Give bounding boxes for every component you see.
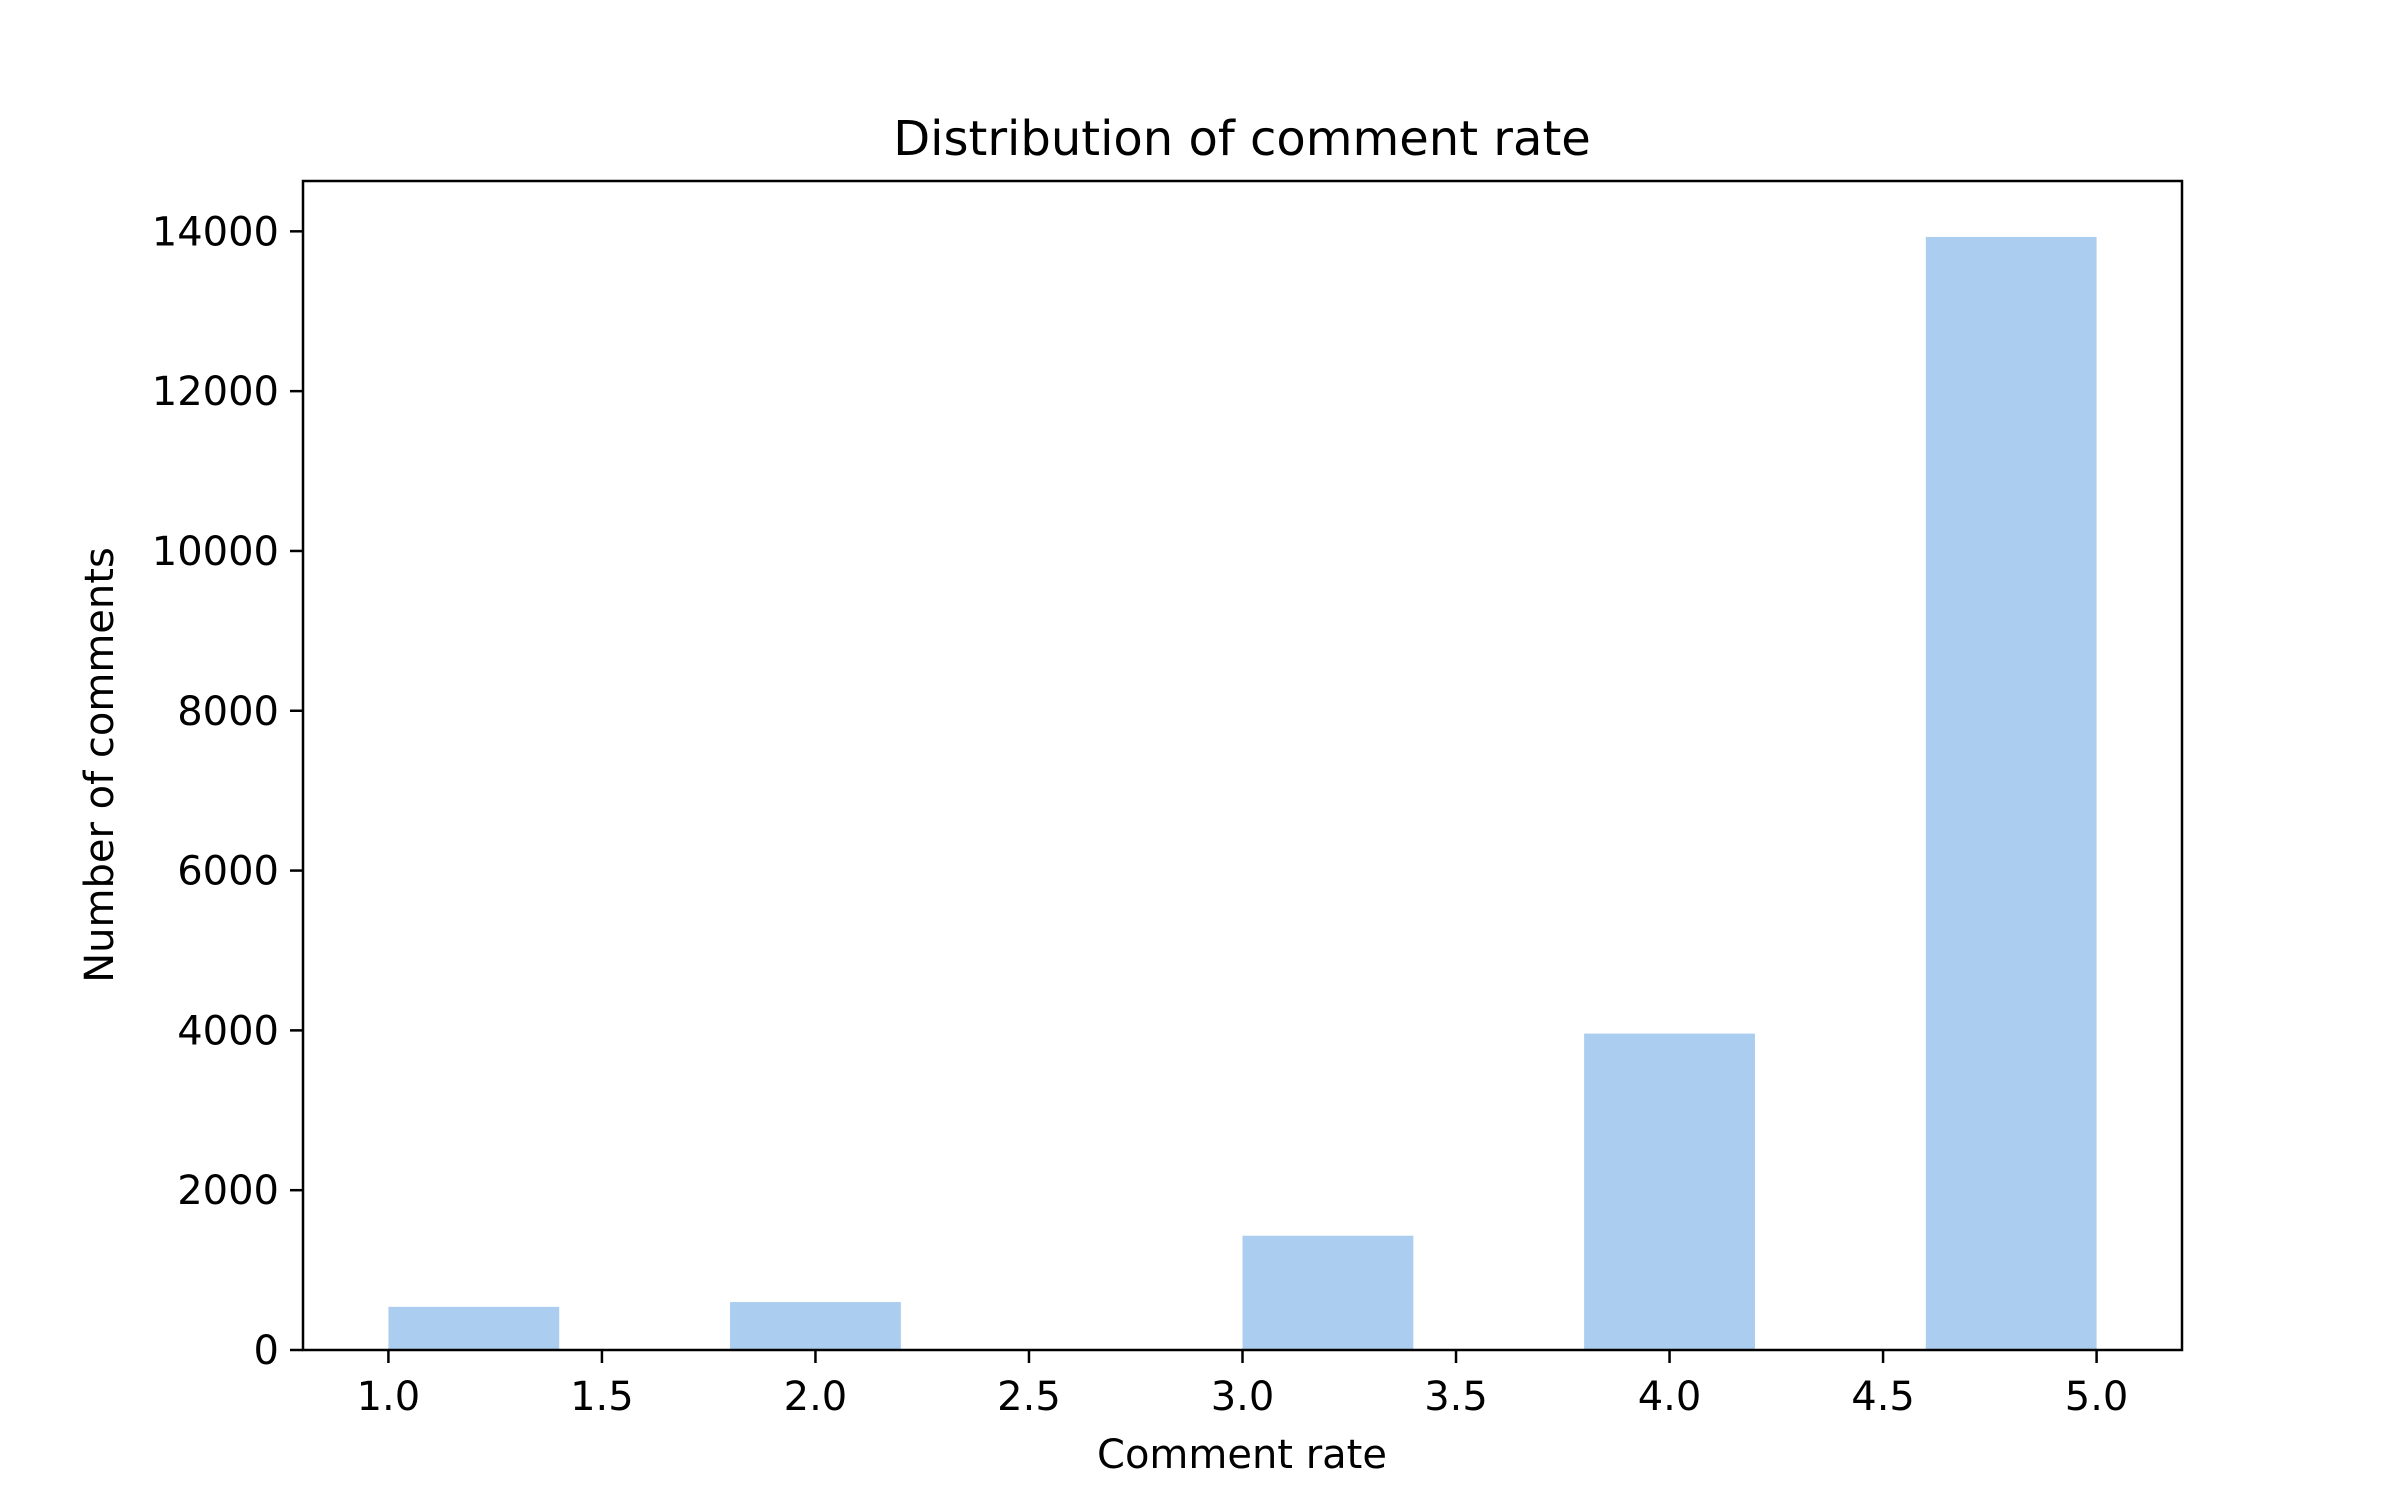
y-tick-label: 14000 bbox=[152, 209, 279, 255]
bar-5 bbox=[1242, 1235, 1414, 1350]
y-tick-label: 0 bbox=[254, 1328, 279, 1374]
x-axis-label: Comment rate bbox=[1097, 1432, 1387, 1478]
bars-group bbox=[388, 236, 2097, 1351]
x-tick-label: 1.5 bbox=[570, 1374, 634, 1420]
y-tick-label: 10000 bbox=[152, 529, 279, 575]
x-tick-label: 4.0 bbox=[1638, 1374, 1702, 1420]
y-tick-label: 8000 bbox=[177, 689, 279, 735]
y-tick-label: 12000 bbox=[152, 369, 279, 415]
x-axis-ticks: 1.0 1.5 2.0 2.5 3.0 3.5 4.0 4.5 5.0 bbox=[357, 1350, 2129, 1420]
y-tick-label: 6000 bbox=[177, 849, 279, 895]
x-tick-label: 2.0 bbox=[784, 1374, 848, 1420]
y-tick-label: 4000 bbox=[177, 1008, 279, 1054]
plot-frame bbox=[301, 179, 2184, 1352]
y-axis-ticks: 0 2000 4000 6000 8000 10000 12000 14000 bbox=[152, 209, 303, 1374]
x-tick-label: 2.5 bbox=[997, 1374, 1061, 1420]
x-tick-label: 1.0 bbox=[357, 1374, 421, 1420]
x-tick-label: 4.5 bbox=[1851, 1374, 1915, 1420]
bar-0 bbox=[388, 1306, 560, 1350]
bar-9 bbox=[1925, 236, 2097, 1351]
bar-7 bbox=[1584, 1033, 1755, 1350]
y-tick-label: 2000 bbox=[177, 1168, 279, 1214]
x-tick-label: 3.5 bbox=[1424, 1374, 1488, 1420]
x-tick-label: 5.0 bbox=[2065, 1374, 2129, 1420]
bar-2 bbox=[730, 1302, 901, 1350]
chart-title: Distribution of comment rate bbox=[893, 111, 1591, 167]
y-axis-label: Number of comments bbox=[77, 547, 123, 983]
x-tick-label: 3.0 bbox=[1211, 1374, 1275, 1420]
